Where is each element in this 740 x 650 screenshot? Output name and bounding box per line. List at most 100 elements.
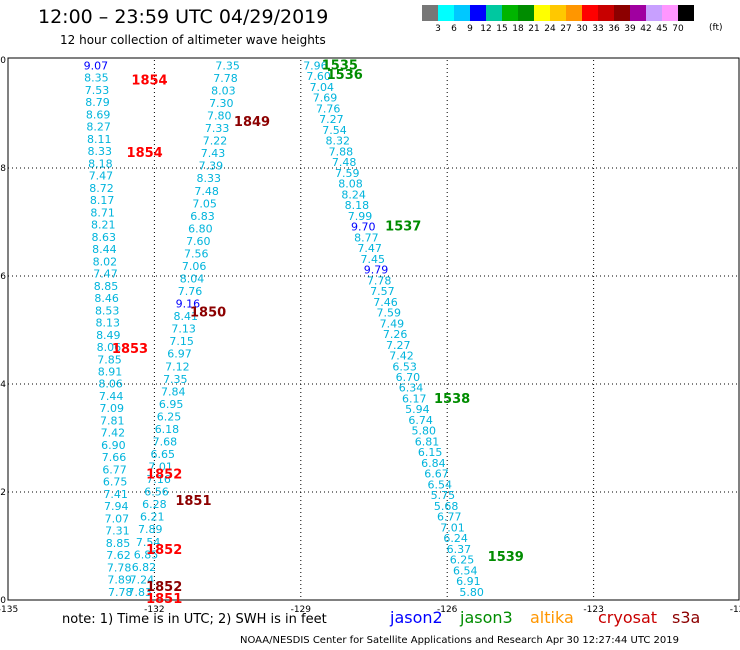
legend-label: 21 — [528, 24, 540, 34]
legend-swatch — [582, 5, 598, 21]
swh-value: 8.77 — [354, 231, 379, 244]
legend-label: 3 — [435, 24, 441, 34]
swh-value: 6.18 — [155, 423, 180, 436]
x-tick-label: -126 — [437, 605, 458, 615]
x-tick-label: -132 — [144, 605, 164, 615]
swh-value: 7.84 — [161, 385, 186, 398]
swh-value: 7.48 — [332, 156, 357, 169]
swh-value: 8.03 — [211, 84, 236, 97]
swh-value: 7.12 — [165, 360, 190, 373]
legend-swatch — [598, 5, 614, 21]
swh-value: 5.68 — [434, 500, 459, 513]
swh-value: 7.59 — [376, 307, 401, 320]
swh-value: 8.44 — [92, 243, 117, 256]
swh-value: 7.24 — [130, 573, 155, 586]
swh-value: 5.80 — [459, 586, 484, 599]
pass-label: 1535 — [322, 58, 358, 73]
page-title: 12:00 – 23:59 UTC 04/29/2019 — [38, 6, 329, 28]
legend-swatch — [550, 5, 566, 21]
swh-value: 7.59 — [335, 167, 360, 180]
legend-label: 24 — [544, 24, 556, 34]
legend-swatch — [438, 5, 454, 21]
pass-label: 1536 — [327, 68, 363, 83]
swh-value: 6.21 — [140, 511, 165, 524]
swh-value: 6.17 — [402, 392, 427, 405]
legend-swatch — [486, 5, 502, 21]
swh-value: 5.75 — [431, 489, 456, 502]
swh-value: 8.21 — [91, 219, 116, 232]
swh-value: 7.07 — [105, 512, 130, 525]
swh-value: 7.60 — [186, 235, 211, 248]
swh-value: 6.82 — [132, 561, 157, 574]
pass-label: 1853 — [112, 342, 148, 357]
legend-swatch — [614, 5, 630, 21]
swh-value: 7.78 — [367, 274, 392, 287]
legend-label: 15 — [496, 24, 508, 34]
swh-value: 6.97 — [167, 348, 192, 361]
credit-line: NOAA/NESDIS Center for Satellite Applica… — [240, 635, 679, 646]
swh-value: 8.04 — [180, 273, 205, 286]
y-tick-label: 6 — [0, 272, 6, 282]
swh-value: 6.34 — [399, 382, 424, 395]
legend-label: 42 — [640, 24, 652, 34]
swh-value: 8.02 — [93, 255, 118, 268]
swh-value: 7.56 — [184, 247, 209, 260]
swh-value: 7.49 — [380, 317, 405, 330]
swh-value: 6.95 — [159, 398, 184, 411]
swh-value: 7.42 — [389, 350, 414, 363]
legend-swatch — [518, 5, 534, 21]
swh-value: 8.17 — [90, 194, 115, 207]
swh-value: 7.04 — [310, 81, 335, 94]
swh-value: 8.79 — [85, 96, 110, 109]
legend-swatch — [422, 5, 438, 21]
legend-swatch — [646, 5, 662, 21]
swh-value: 7.78 — [107, 561, 132, 574]
swh-value: 6.37 — [447, 543, 472, 556]
swh-value: 7.06 — [182, 260, 207, 273]
swh-value: 7.09 — [99, 402, 124, 415]
legend-swatch — [502, 5, 518, 21]
satellite-name: cryosat — [598, 608, 658, 627]
swh-value: 6.15 — [418, 446, 443, 459]
pass-label: 1849 — [234, 115, 270, 130]
legend-swatch — [454, 5, 470, 21]
swh-value: 7.47 — [93, 268, 118, 281]
swh-value: 7.53 — [85, 84, 110, 97]
swh-value: 7.27 — [319, 113, 344, 126]
pass-label: 1852 — [146, 580, 182, 595]
pass-label: 1850 — [190, 306, 226, 321]
swh-value: 9.16 — [176, 298, 201, 311]
swh-value: 6.91 — [456, 575, 481, 588]
x-tick-label: -129 — [291, 605, 312, 615]
swh-value: 6.54 — [427, 478, 452, 491]
pass-label: 1851 — [175, 494, 211, 509]
footnote: note: 1) Time is in UTC; 2) SWH is in fe… — [62, 612, 327, 627]
swh-value: 7.26 — [383, 328, 408, 341]
x-tick-label: -120 — [730, 605, 740, 615]
swh-value: 8.06 — [98, 378, 123, 391]
x-tick-label: -123 — [583, 605, 603, 615]
legend-label: 45 — [656, 24, 668, 34]
swh-value: 7.76 — [316, 102, 341, 115]
swh-value: 6.83 — [190, 210, 215, 223]
swh-value: 6.84 — [421, 457, 446, 470]
swh-value: 6.74 — [408, 414, 433, 427]
swh-value: 7.68 — [153, 435, 178, 448]
legend-swatch — [630, 5, 646, 21]
swh-value: 7.94 — [104, 500, 129, 513]
swh-value: 8.13 — [96, 317, 121, 330]
legend-label: 18 — [512, 24, 524, 34]
swh-value: 6.65 — [151, 448, 176, 461]
legend-swatch — [566, 5, 582, 21]
y-tick-label: 4 — [0, 380, 6, 390]
swh-value: 8.27 — [86, 121, 111, 134]
swh-value: 7.89 — [107, 574, 132, 587]
legend-label: 9 — [467, 24, 473, 34]
swh-value: 6.80 — [188, 222, 213, 235]
swh-value: 7.45 — [361, 253, 386, 266]
satellite-name: jason3 — [460, 608, 513, 627]
legend-swatch — [678, 5, 694, 21]
pass-label: 1851 — [146, 592, 182, 607]
swh-value: 7.88 — [329, 145, 354, 158]
legend-label: 30 — [576, 24, 588, 34]
